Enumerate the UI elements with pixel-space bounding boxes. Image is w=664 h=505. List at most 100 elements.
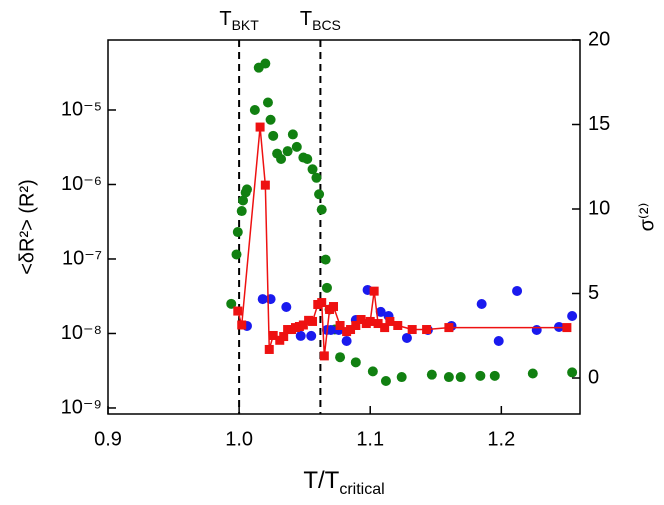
- annotation-sub: BCS: [312, 17, 341, 33]
- y2-axis-label: σ⁽²⁾: [636, 203, 658, 232]
- point: [335, 352, 346, 363]
- point: [401, 332, 412, 343]
- point: [316, 204, 327, 215]
- y2-tick-label: 20: [588, 28, 610, 50]
- plot-frame: [107, 39, 581, 415]
- point: [346, 325, 356, 335]
- point: [444, 323, 454, 333]
- annotation: TBCS: [300, 8, 341, 32]
- point: [325, 325, 336, 336]
- point: [443, 372, 454, 383]
- point: [407, 325, 417, 335]
- point: [365, 316, 375, 326]
- x-axis-label-sub: critical: [339, 481, 384, 498]
- point: [311, 172, 322, 183]
- point: [268, 130, 279, 141]
- point: [320, 254, 331, 265]
- point: [321, 282, 332, 293]
- point: [369, 286, 379, 296]
- annotation-main: T: [219, 8, 231, 30]
- point: [265, 114, 276, 125]
- y-axis-label: <δR²> (R²): [16, 179, 38, 275]
- point: [279, 332, 289, 342]
- point: [236, 206, 247, 217]
- point: [351, 320, 361, 330]
- point: [527, 368, 538, 379]
- point: [262, 97, 273, 108]
- point: [396, 372, 407, 383]
- point: [295, 330, 306, 341]
- y-tick-label: 10⁻⁹: [61, 396, 102, 418]
- point: [260, 58, 271, 69]
- y2-tick-label: 10: [588, 197, 610, 219]
- point: [367, 366, 378, 377]
- point: [380, 376, 391, 387]
- point: [264, 344, 274, 354]
- point: [265, 294, 276, 305]
- point: [314, 189, 325, 200]
- y-tick-label: 10⁻⁷: [62, 247, 102, 269]
- point: [308, 316, 318, 326]
- point: [276, 153, 287, 164]
- point: [226, 298, 237, 309]
- point: [257, 294, 268, 305]
- point: [531, 325, 542, 336]
- y2-tick-label: 0: [588, 366, 599, 388]
- point: [567, 310, 578, 321]
- x-tick-label: 0.9: [94, 428, 122, 450]
- point: [455, 372, 466, 383]
- point: [231, 249, 242, 260]
- point: [238, 195, 249, 206]
- point: [341, 335, 352, 346]
- point: [562, 323, 572, 333]
- point: [373, 319, 383, 329]
- point: [385, 316, 395, 326]
- y-tick-label: 10⁻⁸: [61, 322, 102, 344]
- point: [287, 129, 298, 140]
- point: [375, 306, 386, 317]
- x-tick-label: 1.2: [487, 428, 515, 450]
- point: [241, 184, 252, 195]
- point: [567, 367, 578, 378]
- point: [307, 164, 318, 175]
- point: [422, 325, 432, 335]
- x-axis-label-main: T/T: [303, 467, 339, 494]
- x-tick-label: 1.0: [225, 428, 253, 450]
- point: [350, 357, 361, 368]
- annotation-main: T: [300, 8, 312, 30]
- point: [291, 141, 302, 152]
- point: [232, 227, 243, 238]
- point: [260, 180, 270, 190]
- point: [237, 320, 247, 330]
- y2-tick-label: 5: [588, 282, 599, 304]
- point: [329, 302, 339, 312]
- x-axis-label: T/Tcritical: [303, 467, 384, 498]
- point: [282, 146, 293, 157]
- point: [249, 104, 260, 115]
- point: [335, 320, 345, 330]
- y-tick-label: 10⁻⁶: [61, 173, 102, 195]
- x-tick-label: 1.1: [356, 428, 384, 450]
- y-tick-label: 10⁻⁵: [61, 98, 102, 120]
- point: [489, 370, 500, 381]
- point: [319, 351, 329, 361]
- annotation-sub: BKT: [232, 17, 260, 33]
- point: [512, 285, 523, 296]
- point: [380, 323, 390, 333]
- point: [302, 153, 313, 164]
- point: [268, 330, 278, 340]
- point: [476, 298, 487, 309]
- point: [356, 315, 366, 325]
- point: [298, 320, 308, 330]
- point: [255, 122, 265, 132]
- point: [426, 369, 437, 380]
- y2-tick-label: 15: [588, 113, 610, 135]
- point: [306, 330, 317, 341]
- series-line: [237, 126, 567, 356]
- point: [317, 298, 327, 308]
- point: [281, 302, 292, 313]
- point: [233, 306, 243, 316]
- point: [493, 335, 504, 346]
